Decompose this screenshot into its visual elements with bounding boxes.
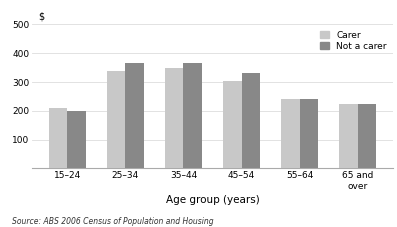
Bar bbox=[107, 71, 125, 168]
X-axis label: Age group (years): Age group (years) bbox=[166, 195, 259, 205]
Bar bbox=[48, 108, 67, 168]
Bar bbox=[339, 104, 358, 168]
Text: Source: ABS 2006 Census of Population and Housing: Source: ABS 2006 Census of Population an… bbox=[12, 217, 214, 226]
Bar bbox=[300, 99, 318, 168]
Legend: Carer, Not a carer: Carer, Not a carer bbox=[318, 29, 388, 53]
Bar bbox=[281, 99, 300, 168]
Bar bbox=[67, 111, 86, 168]
Bar bbox=[241, 73, 260, 168]
Bar bbox=[358, 104, 376, 168]
Text: $: $ bbox=[38, 12, 44, 22]
Bar bbox=[223, 81, 241, 168]
Bar bbox=[183, 63, 202, 168]
Bar bbox=[165, 69, 183, 168]
Bar bbox=[125, 63, 144, 168]
